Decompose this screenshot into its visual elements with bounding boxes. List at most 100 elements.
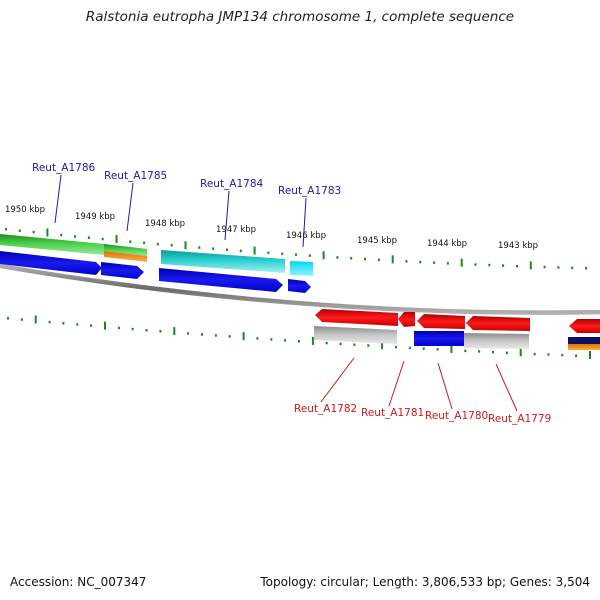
minor-tick (575, 354, 578, 357)
major-tick (253, 246, 256, 255)
minor-tick (571, 266, 574, 270)
minor-tick (101, 237, 104, 241)
gene-label-a1781[interactable]: Reut_A1781 (361, 407, 424, 419)
minor-tick (159, 330, 162, 333)
sequence-summary: Topology: circular; Length: 3,806,533 bp… (260, 575, 590, 589)
minor-tick (422, 347, 425, 350)
gene-label-a1784[interactable]: Reut_A1784 (200, 178, 264, 190)
minor-tick (492, 350, 494, 354)
leader-line-a1784 (224, 190, 230, 241)
gene-reut-a1782[interactable] (314, 309, 398, 344)
gene-label-a1785[interactable]: Reut_A1785 (104, 170, 167, 182)
minor-tick (5, 228, 7, 231)
minor-tick (32, 230, 35, 234)
minor-tick (436, 348, 439, 351)
major-tick (311, 336, 314, 345)
gene-label-a1780[interactable]: Reut_A1780 (425, 410, 488, 422)
minor-tick (143, 241, 146, 245)
minor-tick (129, 240, 132, 243)
minor-tick (295, 253, 297, 256)
minor-tick (367, 344, 370, 347)
minor-tick (156, 242, 159, 246)
kbp-label-1947: 1947 kbp (216, 225, 256, 235)
kbp-label-1949: 1949 kbp (75, 212, 115, 222)
gene-label-a1783[interactable]: Reut_A1783 (278, 185, 341, 197)
gene-label-a1779[interactable]: Reut_A1779 (488, 413, 551, 425)
minor-tick (585, 267, 587, 270)
minor-tick (212, 247, 215, 250)
gene-reut-a1784[interactable] (159, 250, 285, 292)
minor-tick (408, 346, 411, 350)
minor-tick (87, 236, 90, 239)
minor-tick (74, 235, 76, 238)
minor-tick (464, 349, 467, 353)
minor-tick (298, 340, 300, 343)
gene-arrow-blue (0, 251, 102, 275)
gene-reut-a1786[interactable] (0, 234, 104, 275)
minor-tick (270, 338, 273, 341)
minor-tick (433, 261, 436, 264)
gene-label-a1782[interactable]: Reut_A1782 (294, 403, 357, 415)
minor-tick (18, 229, 21, 232)
minor-tick (516, 264, 518, 268)
map-title: Ralstonia eutropha JMP134 chromosome 1, … (85, 9, 515, 25)
minor-tick (226, 248, 228, 251)
kbp-label-1943: 1943 kbp (498, 241, 538, 251)
minor-tick (336, 256, 339, 259)
major-tick (450, 344, 453, 353)
minor-tick (90, 324, 93, 327)
minor-tick (62, 322, 65, 325)
kbp-label-1945: 1945 kbp (357, 236, 397, 246)
minor-tick (364, 257, 366, 261)
leader-line-a1783 (302, 197, 307, 248)
kbp-label-1946: 1946 kbp (286, 231, 326, 241)
gene-reut-a1785[interactable] (101, 244, 147, 279)
minor-tick (308, 254, 311, 257)
minor-tick (256, 337, 259, 340)
minor-tick (201, 333, 203, 336)
bottom-scale (7, 315, 591, 359)
minor-tick (446, 262, 449, 265)
major-tick (46, 228, 49, 237)
gene-arrow-blue (101, 262, 144, 279)
major-tick (184, 241, 187, 250)
minor-tick (557, 266, 560, 269)
minor-tick (7, 317, 9, 320)
minor-tick (76, 323, 79, 326)
gene-arrow-blue (159, 268, 283, 292)
minor-tick (20, 318, 23, 321)
gene-label-a1786[interactable]: Reut_A1786 (32, 162, 96, 174)
major-tick (115, 235, 118, 244)
minor-tick (187, 332, 190, 335)
minor-tick (478, 350, 481, 353)
major-tick (173, 327, 176, 336)
minor-tick (547, 353, 550, 356)
minor-tick (170, 244, 173, 247)
gene-reut-a1783[interactable] (288, 261, 313, 293)
gene-reut-a1779[interactable] (464, 316, 530, 349)
minor-tick (325, 341, 328, 345)
minor-tick (353, 343, 356, 346)
minor-tick (561, 353, 564, 357)
minor-tick (117, 326, 120, 330)
minor-tick (48, 320, 51, 324)
gene-reut-a1780[interactable] (414, 314, 465, 346)
gene-arrow-blue (288, 279, 311, 293)
minor-tick (131, 327, 134, 331)
minor-tick (281, 252, 284, 256)
minor-tick (474, 263, 477, 266)
minor-tick (267, 251, 270, 255)
major-tick (381, 341, 384, 350)
gene-offscreen-right[interactable] (568, 319, 600, 350)
major-tick (529, 261, 532, 270)
leader-line-a1785 (126, 182, 134, 232)
kbp-label-1950: 1950 kbp (5, 205, 45, 215)
major-tick (104, 321, 106, 330)
minor-tick (533, 352, 536, 356)
major-tick (242, 332, 245, 341)
minor-tick (198, 246, 201, 249)
minor-tick (228, 335, 231, 338)
gene-reut-a1781[interactable] (398, 312, 415, 327)
minor-tick (419, 260, 422, 264)
